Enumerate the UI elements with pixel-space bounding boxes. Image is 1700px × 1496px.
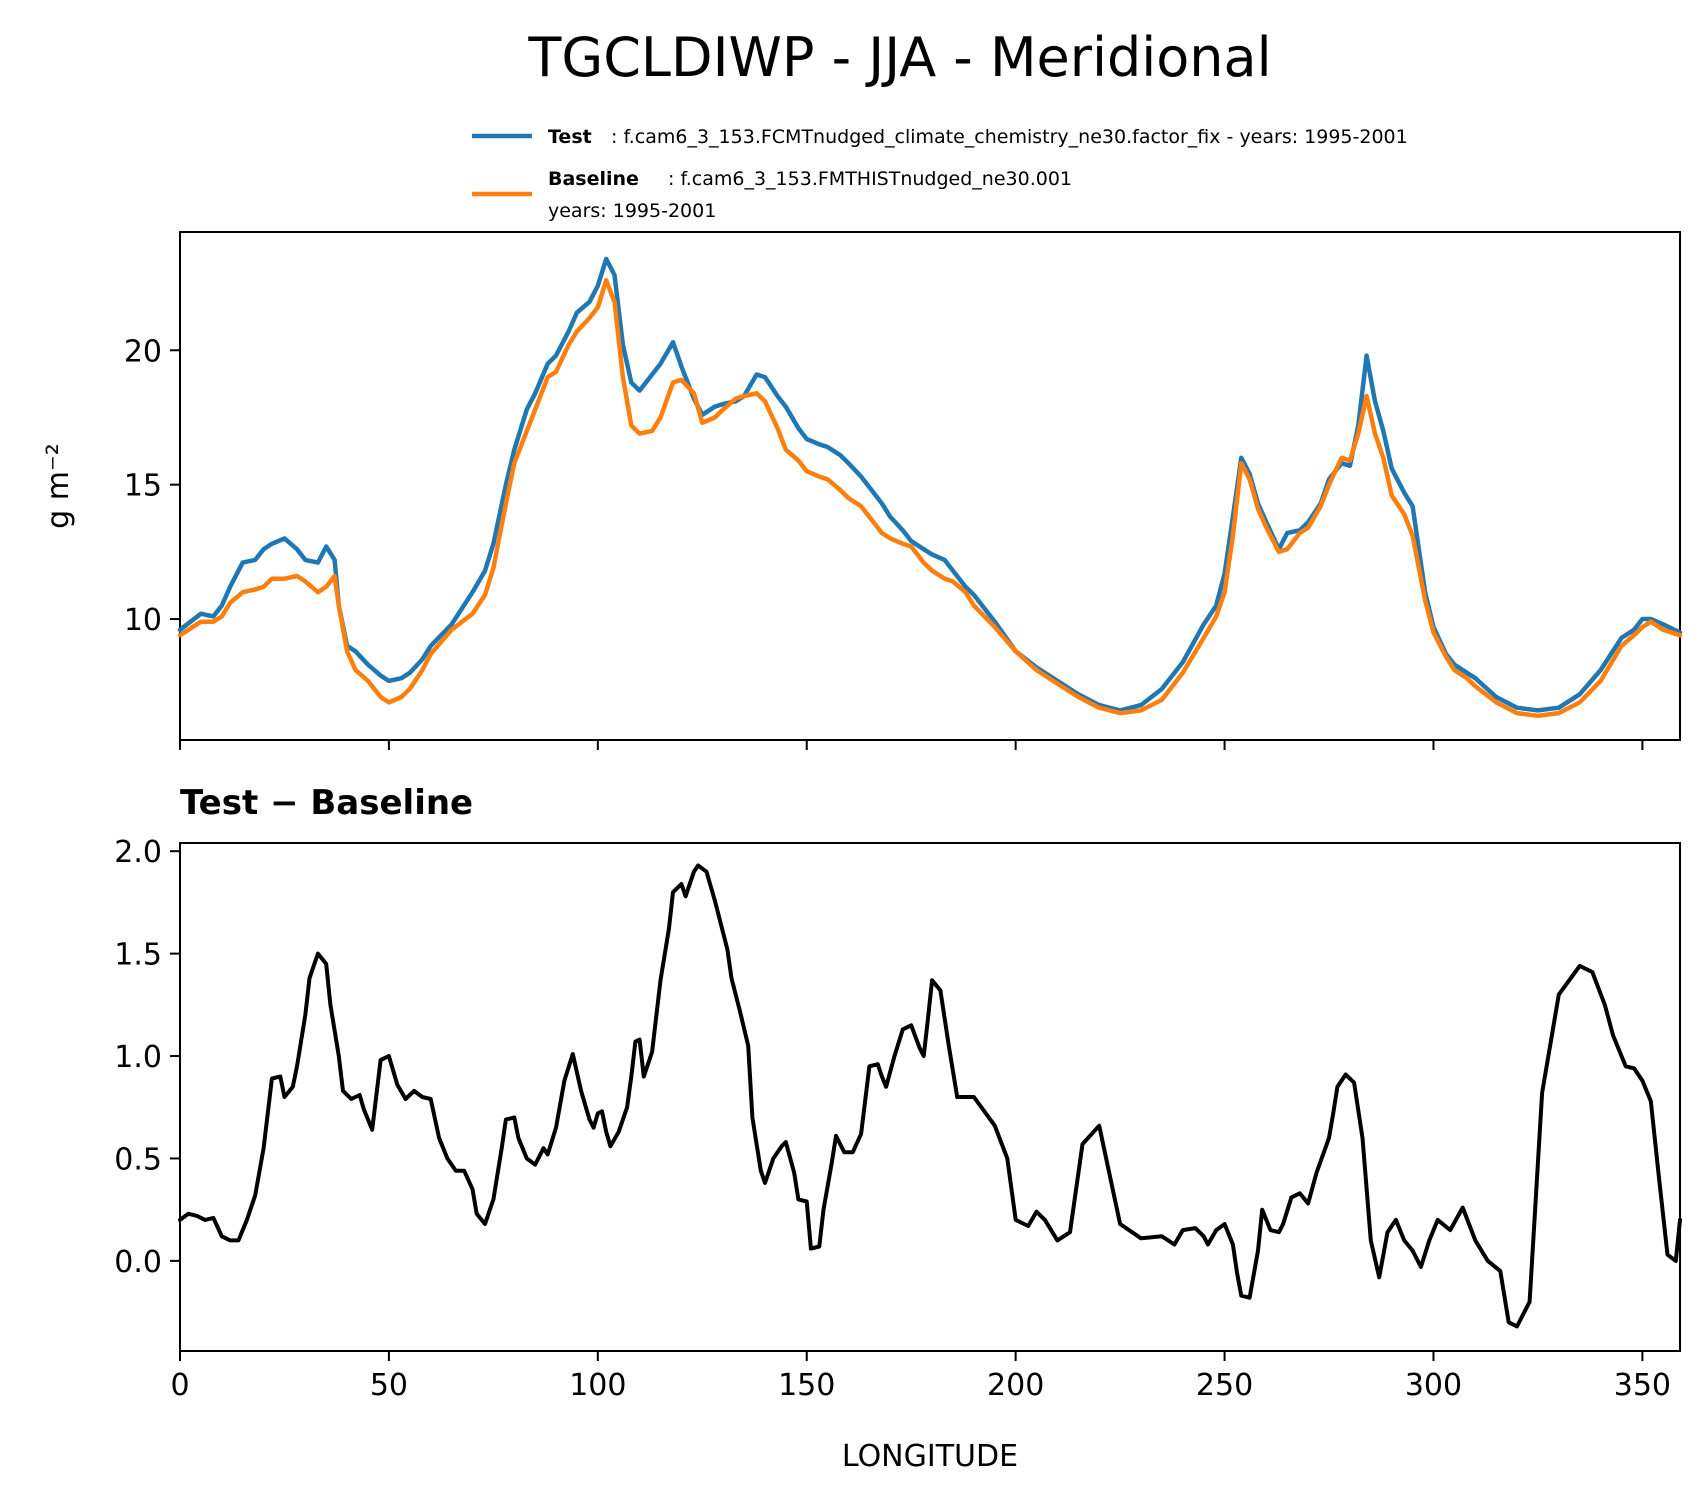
top-y-tick-label: 10 (124, 603, 162, 638)
bottom-panel-title: Test − Baseline (180, 783, 473, 823)
series-line-baseline (177, 278, 1683, 719)
x-axis-label: LONGITUDE (842, 1439, 1018, 1474)
bottom-y-tick-label: 0.5 (114, 1142, 162, 1177)
x-tick-label: 0 (170, 1368, 189, 1403)
bottom-y-tick-label: 0.0 (114, 1245, 162, 1280)
bottom-y-tick-label: 1.5 (114, 938, 162, 973)
x-tick-label: 350 (1614, 1368, 1671, 1403)
x-tick-label: 250 (1196, 1368, 1253, 1403)
series-line-test (177, 256, 1683, 713)
bottom-y-tick-label: 2.0 (114, 835, 162, 870)
top-y-tick-label: 15 (124, 469, 162, 504)
figure-title: TGCLDIWP - JJA - Meridional (527, 26, 1271, 89)
legend-baseline-years: years: 1995-2001 (548, 200, 716, 222)
top-y-tick-label: 20 (124, 334, 162, 369)
top-plot-frame (179, 231, 1681, 741)
bottom-panel: Test − Baseline LONGITUDE 0 50 100 150 200 25… (114, 783, 1682, 1474)
top-y-axis-label: g m⁻² (41, 443, 76, 529)
legend-test-label: Test (548, 126, 592, 148)
x-tick-label: 50 (370, 1368, 408, 1403)
x-tick-label: 300 (1405, 1368, 1462, 1403)
x-tick-label: 200 (987, 1368, 1044, 1403)
legend: Test : f.cam6_3_153.FCMTnudged_climate_c… (472, 126, 1408, 222)
x-tick-label: 100 (569, 1368, 626, 1403)
legend-baseline-label: Baseline (548, 168, 639, 190)
bottom-y-tick-label: 1.0 (114, 1040, 162, 1075)
series-line-test-baseline (178, 863, 1682, 1329)
x-tick-label: 150 (778, 1368, 835, 1403)
legend-test-description: : f.cam6_3_153.FCMTnudged_climate_chemis… (611, 126, 1408, 148)
legend-baseline-description: : f.cam6_3_153.FMTHISTnudged_ne30.001 (668, 168, 1072, 190)
bottom-plot-frame (179, 842, 1681, 1352)
top-panel: g m⁻² 10 15 20 (41, 231, 1683, 750)
